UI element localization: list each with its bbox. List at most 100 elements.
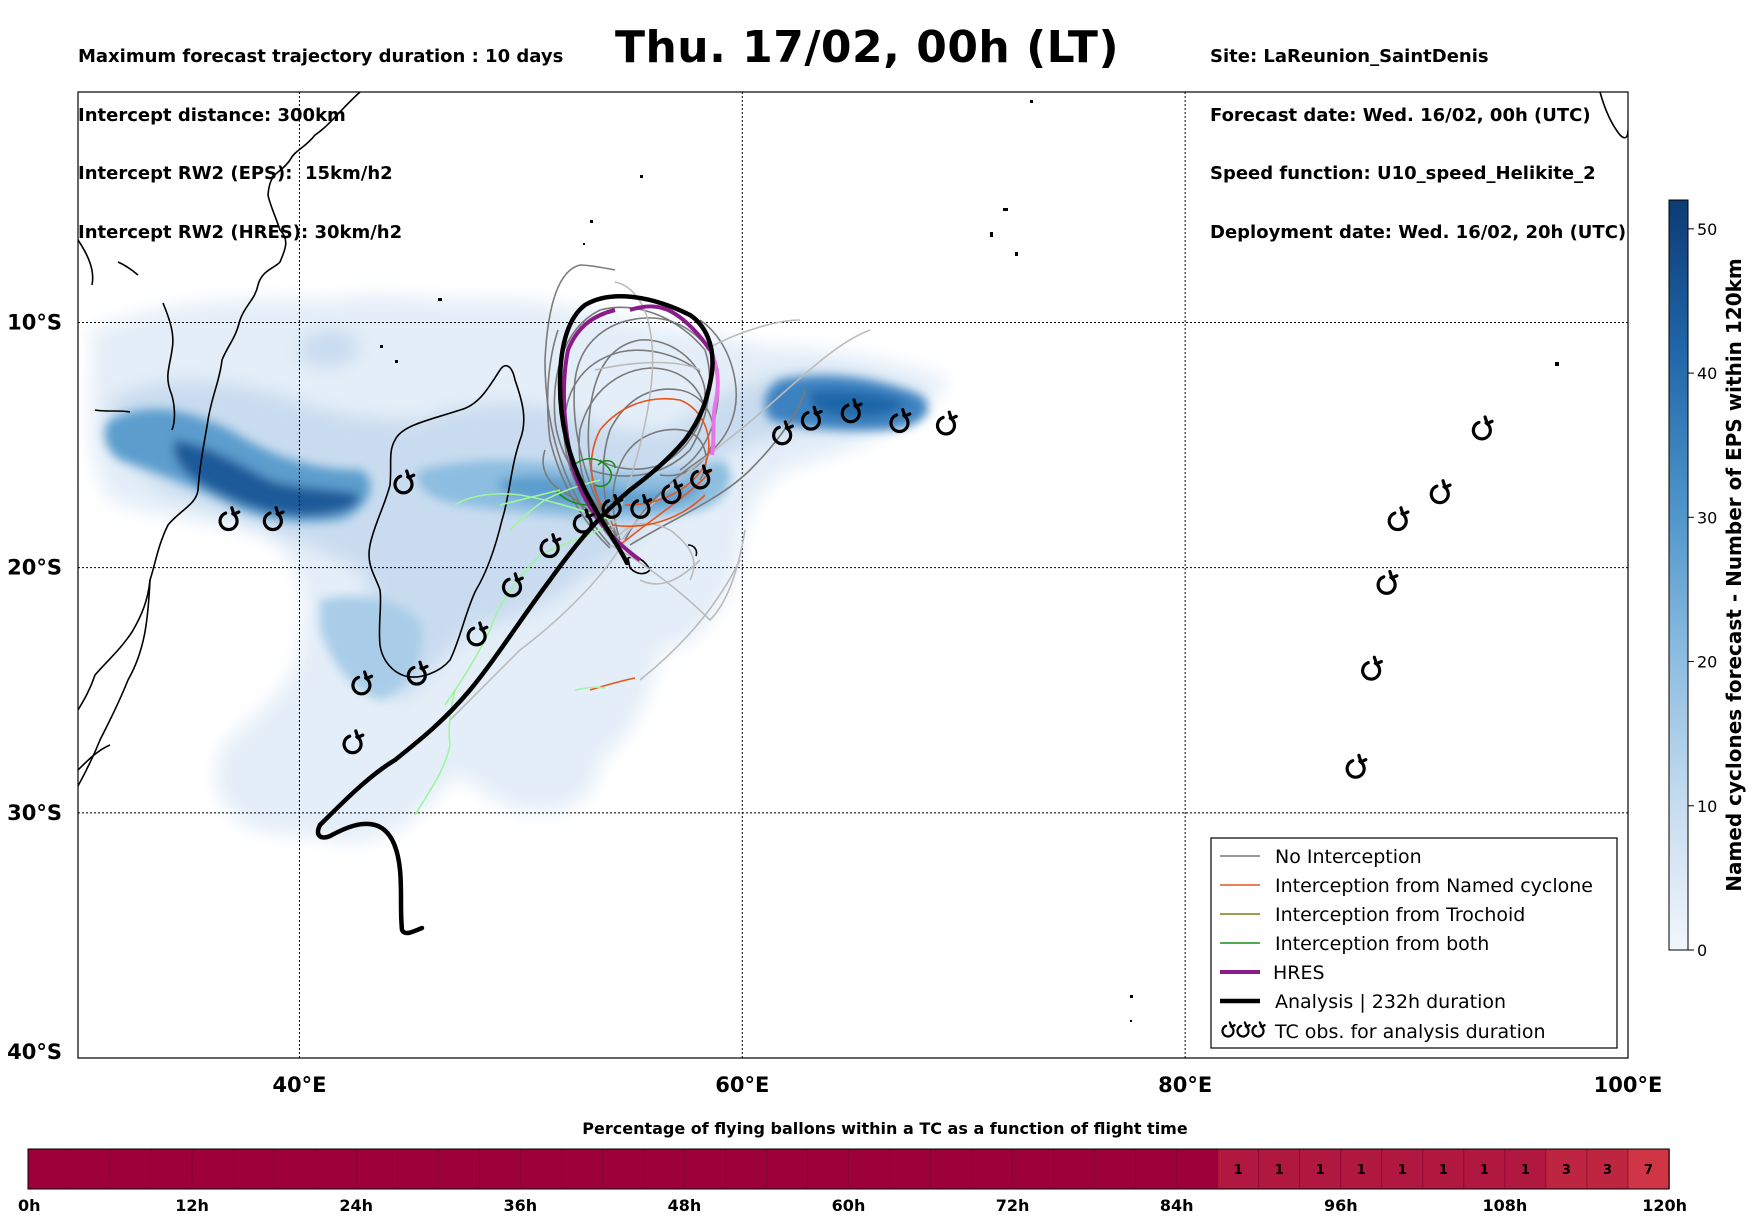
colorbar-tick-label: 50: [1697, 220, 1717, 239]
tc-symbol: [466, 621, 489, 647]
colorbar-tick-label: 0: [1697, 941, 1707, 960]
lon-tick-label: 100°E: [1594, 1073, 1663, 1097]
islands: [380, 100, 1559, 1022]
tc-symbol: [661, 479, 684, 505]
flight-time-cell: [561, 1148, 604, 1190]
info-line: Site: LaReunion_SaintDenis: [1210, 46, 1489, 67]
flight-time-cell: [807, 1148, 850, 1190]
tc-symbol: [262, 506, 285, 532]
flight-time-cell: [1135, 1148, 1178, 1190]
flight-time-tick-label: 96h: [1324, 1196, 1358, 1215]
flight-time-value: 1: [1398, 1163, 1407, 1178]
flight-time-cell: [848, 1148, 891, 1190]
colorbar-tick-label: 40: [1697, 364, 1717, 383]
run-parameters: Maximum forecast trajectory duration : 1…: [78, 8, 563, 262]
title-text: Thu. 17/02, 00h (LT): [614, 22, 1120, 73]
tc-symbol: [690, 464, 713, 490]
legend-label: No Interception: [1275, 846, 1422, 868]
lon-tick-label: 40°E: [272, 1073, 326, 1097]
tc-symbol: [1376, 569, 1399, 595]
flight-time-value: 1: [1521, 1163, 1530, 1178]
flight-time-cell: [1053, 1148, 1096, 1190]
flight-time-value: 1: [1439, 1163, 1448, 1178]
flight-time-cell: [684, 1148, 727, 1190]
flight-time-tick-label: 12h: [175, 1196, 209, 1215]
tc-symbol: [351, 670, 374, 696]
flight-time-value: 1: [1275, 1163, 1284, 1178]
tc-symbol: [1387, 506, 1410, 532]
tc-symbol: [539, 533, 562, 559]
lat-tick-label: 20°S: [7, 556, 62, 580]
legend-label: Analysis | 232h duration: [1275, 991, 1506, 1013]
flight-time-cell: [1012, 1148, 1055, 1190]
legend-box: [1210, 837, 1618, 1049]
tc-symbol: [630, 493, 653, 519]
colorbar-tick-label: 30: [1697, 508, 1717, 527]
cyclone-density-field: [90, 295, 951, 842]
flight-time-ticks: 0h 12h 24h 36h 48h 60h 72h 84h 96h 108h 120h: [18, 1196, 1687, 1215]
flight-time-value: 1: [1316, 1163, 1325, 1178]
info-line: Deployment date: Wed. 16/02, 20h (UTC): [1210, 221, 1627, 243]
lat-tick-label: 30°S: [7, 801, 62, 825]
legend-label: HRES: [1273, 962, 1325, 984]
tc-symbol: [572, 508, 595, 534]
tc-symbol: [1471, 415, 1494, 441]
flight-time-cell: [396, 1148, 440, 1190]
graticule: [78, 92, 1628, 1058]
flight-time-tick-label: 84h: [1160, 1196, 1194, 1215]
info-line: Speed function: U10_speed_Helikite_2: [1210, 163, 1596, 184]
flight-time-cell: [1504, 1148, 1547, 1190]
flight-time-tick-label: 0h: [18, 1196, 41, 1215]
flight-time-value: 1: [1357, 1163, 1366, 1178]
map-frame: [77, 91, 1629, 1059]
axis-labels: 40°E 60°E 80°E 100°E 10°S 20°S 30°S 40°S: [7, 310, 1662, 1097]
param-line: Intercept RW2 (HRES): 30km/h2: [78, 221, 403, 243]
flight-time-tick-label: 108h: [1483, 1196, 1528, 1215]
density-colorbar: 0 10 20 30 40 50 Named cyclones forecast - Nu…: [1668, 199, 1746, 960]
colorbar-tick-label: 10: [1697, 797, 1717, 816]
flight-time-cell: [766, 1148, 809, 1190]
tc-symbol: [218, 506, 241, 532]
tc-symbol: [772, 420, 794, 446]
flight-time-cell: [150, 1148, 193, 1190]
flight-time-frame: [27, 1148, 1670, 1190]
flight-time-title: Percentage of flying ballons within a TC…: [582, 1119, 1188, 1138]
flight-time-cell: [1094, 1148, 1137, 1190]
analysis-trajectory: [317, 294, 715, 828]
hres-trajectory: [629, 304, 712, 352]
tc-symbol: [840, 398, 863, 424]
colorbar-tick-label: 20: [1697, 653, 1717, 672]
flight-time-cell: [930, 1148, 973, 1190]
info-line: Forecast date: Wed. 16/02, 00h (UTC): [1210, 104, 1591, 126]
lon-tick-label: 80°E: [1158, 1073, 1212, 1097]
tc-symbol: [342, 729, 365, 755]
param-line: Intercept RW2 (EPS): 15km/h2: [78, 163, 393, 184]
lat-tick-label: 40°S: [7, 1040, 62, 1064]
colorbar-ticks: 0 10 20 30 40 50: [1688, 220, 1717, 960]
tc-symbol: [1361, 655, 1383, 681]
flight-time-cell: [273, 1148, 316, 1190]
flight-time-cell: [725, 1148, 768, 1190]
tc-symbol: [406, 660, 429, 686]
tc-symbol: [889, 408, 912, 434]
tc-symbol: [393, 469, 416, 495]
flight-time-cell: [602, 1148, 645, 1190]
flight-time-cell: [1586, 1148, 1629, 1190]
flight-time-cell: [1258, 1148, 1301, 1190]
param-line: Intercept distance: 300km: [78, 104, 346, 126]
flight-time-cell: [889, 1148, 932, 1190]
flight-time-tick-label: 60h: [832, 1196, 866, 1215]
tc-symbol: [601, 493, 624, 519]
flight-time-cell: [971, 1148, 1014, 1190]
flight-time-cell: [1463, 1148, 1506, 1190]
flight-time-value: 1: [1480, 1163, 1489, 1178]
flight-time-cell: [68, 1148, 111, 1190]
legend-label: Interception from both: [1275, 933, 1489, 955]
legend-label: Interception from Named cyclone: [1275, 875, 1593, 897]
flight-time-value: 3: [1603, 1163, 1612, 1178]
flight-time-cells: 1 1 1 1 1 1 1 1 3 3 7: [27, 1148, 1670, 1190]
flight-time-cell: [643, 1148, 686, 1190]
flight-time-cell: [519, 1148, 563, 1190]
colorbar-label: Named cyclones forecast - Number of EPS …: [1722, 258, 1746, 892]
